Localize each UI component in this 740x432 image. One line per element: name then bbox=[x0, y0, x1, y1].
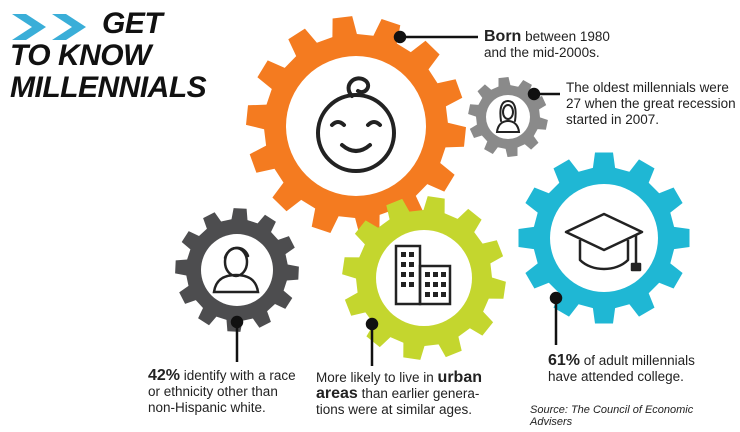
page-title: GET TO KNOW MILLENNIALS bbox=[10, 8, 260, 104]
connector-dot-college bbox=[549, 291, 563, 305]
connector-dot-ethnicity bbox=[230, 315, 244, 329]
fact-ethnicity: 42% identify with a race or ethnicity ot… bbox=[148, 368, 338, 416]
fact-urban-line-1a: More likely to live in bbox=[316, 370, 438, 385]
title-line-3: MILLENNIALS bbox=[10, 71, 207, 104]
fact-ethnicity-line-2: or ethnicity other than bbox=[148, 384, 278, 399]
baby-face-icon bbox=[316, 76, 396, 173]
fact-born-text-b: and the mid-2000s. bbox=[484, 45, 600, 60]
fact-recession-line-1: The oldest millennials were bbox=[566, 80, 729, 95]
fact-college: 61% of adult millennials have attended c… bbox=[548, 353, 728, 385]
title-line-1: GET bbox=[102, 7, 163, 40]
fact-ethnicity-line-1: identify with a race bbox=[180, 368, 296, 383]
fact-recession: The oldest millennials were 27 when the … bbox=[566, 80, 736, 128]
fact-urban-highlight-1: urban bbox=[437, 369, 482, 386]
fact-born-highlight: Born bbox=[484, 28, 522, 45]
fact-urban-line-2b: than earlier genera- bbox=[357, 386, 480, 401]
double-chevron-icon bbox=[12, 14, 86, 40]
fact-urban-line-3: tions were at similar ages. bbox=[316, 402, 473, 417]
fact-urban-highlight-2: areas bbox=[316, 385, 358, 402]
fact-college-line-2: have attended college. bbox=[548, 369, 684, 384]
title-line-2: TO KNOW bbox=[10, 39, 151, 72]
fact-recession-line-2: 27 when the great recession bbox=[566, 96, 736, 111]
fact-recession-line-3: started in 2007. bbox=[566, 112, 660, 127]
fact-college-line-1: of adult millennials bbox=[580, 353, 695, 368]
fact-born: Born between 1980 and the mid-2000s. bbox=[484, 29, 684, 61]
source-note: Source: The Council of Economic Advisers bbox=[530, 404, 694, 428]
connector-dot-urban bbox=[365, 317, 379, 331]
fact-born-text-a: between 1980 bbox=[521, 29, 610, 44]
connector-dot-born bbox=[393, 30, 407, 44]
fact-college-highlight: 61% bbox=[548, 352, 581, 369]
gear-dark-gray-center bbox=[201, 234, 273, 306]
man-icon bbox=[212, 246, 260, 294]
connector-dot-recession bbox=[527, 87, 541, 101]
gear-lime-center bbox=[376, 230, 472, 326]
gear-orange-center bbox=[286, 56, 426, 196]
fact-ethnicity-highlight: 42% bbox=[148, 367, 181, 384]
graduation-cap-icon bbox=[564, 212, 644, 272]
fact-urban: More likely to live in urban areas than … bbox=[316, 370, 516, 418]
buildings-icon bbox=[394, 244, 452, 306]
gear-cyan-center bbox=[550, 184, 658, 292]
woman-icon bbox=[495, 99, 521, 133]
fact-ethnicity-line-3: non-Hispanic white. bbox=[148, 400, 266, 415]
